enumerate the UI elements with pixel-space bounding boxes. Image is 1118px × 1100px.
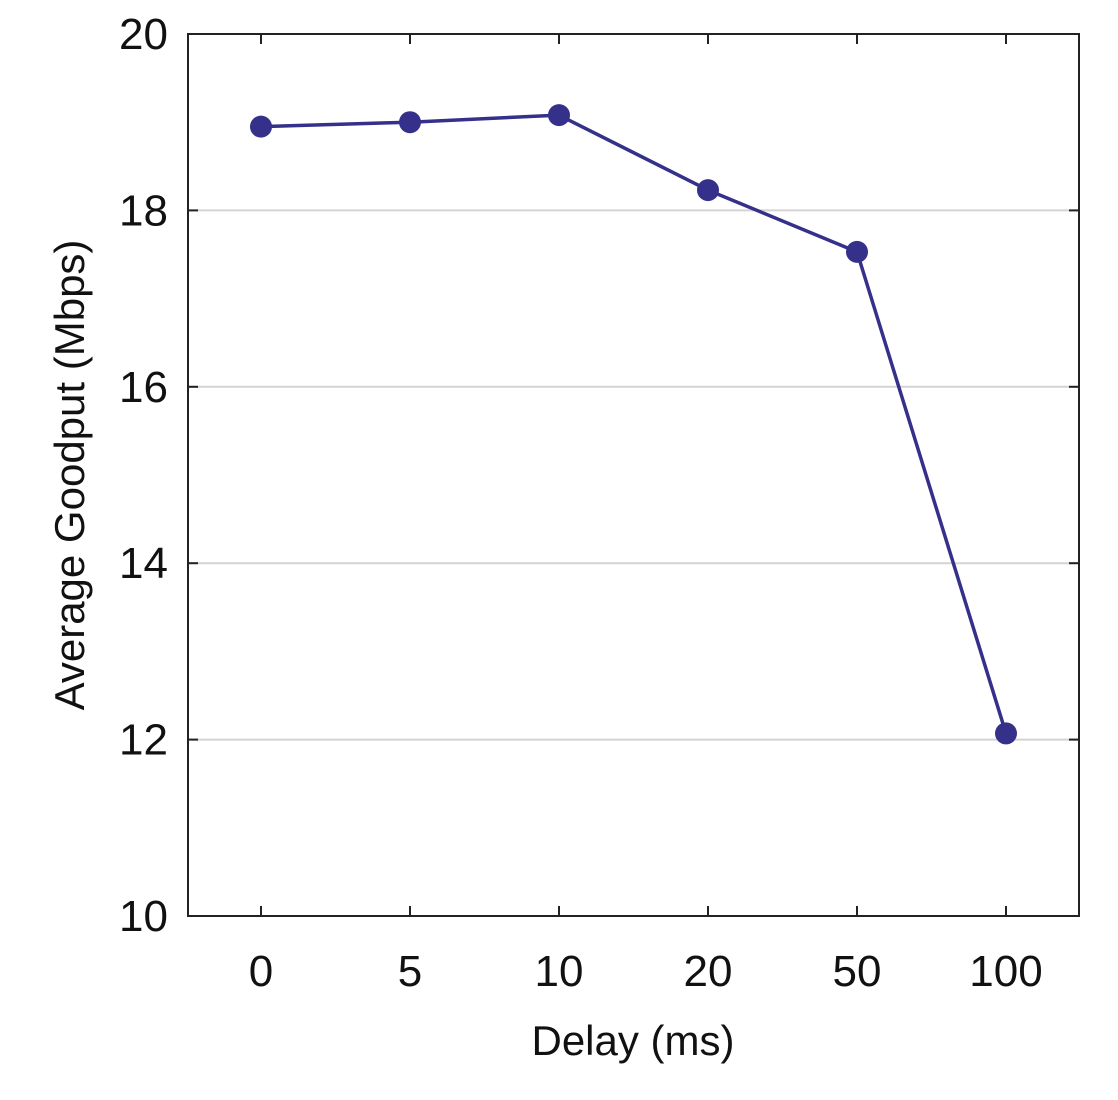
y-tick-label-18: 18 — [119, 186, 168, 235]
data-point-0 — [250, 115, 272, 138]
x-axis-tick-labels: 0 5 10 20 50 100 — [249, 947, 1043, 996]
x-tick-label-100: 100 — [969, 947, 1042, 996]
x-tick-label-5: 5 — [398, 947, 422, 996]
data-point-20 — [697, 179, 719, 202]
x-tick-label-10: 10 — [535, 947, 584, 996]
y-tick-label-12: 12 — [119, 716, 168, 765]
y-axis-tick-labels: 10 12 14 16 18 20 — [119, 10, 168, 941]
data-point-5 — [399, 111, 421, 134]
y-tick-label-14: 14 — [119, 539, 168, 588]
x-tick-label-20: 20 — [684, 947, 733, 996]
series-line-0 — [260, 113, 1008, 734]
y-tick-label-20: 20 — [119, 10, 168, 59]
data-point-10 — [548, 104, 570, 127]
y-tick-label-10: 10 — [119, 892, 168, 941]
data-series — [250, 104, 1017, 745]
plot-area-frame — [187, 33, 1080, 917]
x-axis-label: Delay (ms) — [531, 1017, 734, 1064]
y-tick-label-16: 16 — [119, 363, 168, 412]
y-axis-label: Average Goodput (Mbps) — [46, 240, 93, 711]
x-tick-label-0: 0 — [249, 947, 273, 996]
data-point-50 — [846, 240, 868, 263]
x-tick-label-50: 50 — [833, 947, 882, 996]
gridlines — [188, 209, 1079, 741]
data-point-100 — [995, 722, 1017, 745]
axis-ticks — [188, 33, 1079, 917]
